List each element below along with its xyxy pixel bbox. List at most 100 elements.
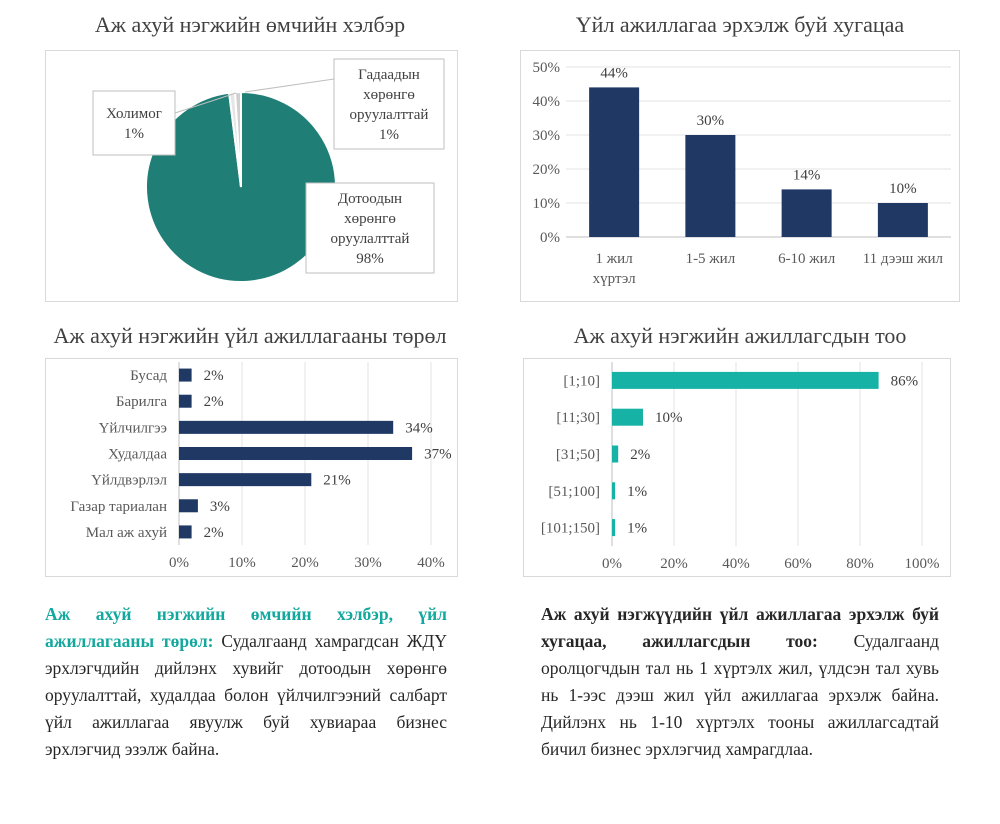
pie-chart-frame: Дотоодын хөрөнгө оруулалттай 98% Гадаадын хөр… [45,50,458,302]
activity-chart-frame: 0% 10% 20% 30% 40% 2% Бусад 2% Барилга 34% Үйлчилг… [45,358,458,577]
pie-label-mixed-line: Холимог [106,106,162,122]
activity-bar [179,447,413,460]
activity-x-tick: 40% [417,555,445,571]
activity-x-tick: 10% [228,555,256,571]
activity-data-label: 34% [405,420,433,436]
employees-data-label: 86% [891,373,919,389]
duration-bar [877,203,928,237]
activity-bar [179,394,192,408]
employees-data-label: 10% [655,410,683,426]
activity-bar-chart: 0% 10% 20% 30% 40% 2% Бусад 2% Барилга 34% Үйлчилг… [70,362,452,571]
pie-chart: Дотоодын хөрөнгө оруулалттай 98% Гадаадын хөр… [92,58,445,283]
employees-chart-frame: 0% 20% 40% 60% 80% 100% 86% [1;10] 10% [11;30] 2% [… [523,358,951,577]
employees-data-label: 1% [627,521,647,537]
employees-bar [612,519,616,537]
activity-data-label: 2% [204,368,224,384]
pie-label-foreign-line: 1% [379,127,399,143]
activity-data-label: 3% [210,499,230,515]
activity-data-label: 2% [204,525,224,541]
pie-label-mixed-line: 1% [124,126,144,142]
activity-bar [179,499,198,513]
duration-bar [685,135,736,237]
activity-category-label: Худалдаа [108,447,167,463]
right-summary-lead: Аж ахуй нэгжүүдийн үйл ажиллагаа эрхэлж … [541,604,939,651]
activity-category-label: Мал аж ахуй [86,525,167,541]
employees-bar [612,408,643,426]
pie-label-domestic-line: Дотоодын [338,191,402,207]
activity-bar [179,368,192,382]
duration-y-tick: 50% [533,60,561,76]
left-summary-lead: Аж ахуй нэгжийн өмчийн хэлбэр, үйл ажилл… [45,604,447,651]
employees-x-tick: 40% [722,556,750,572]
duration-category-label: 1 жил [596,251,634,267]
activity-category-label: Үйлчилгээ [99,420,167,436]
pie-chart-title: Аж ахуй нэгжийн өмчийн хэлбэр [94,12,406,37]
pie-slice-mixed [233,90,242,188]
activity-data-label: 2% [204,394,224,410]
employees-data-label: 2% [630,447,650,463]
employees-x-tick: 0% [602,556,622,572]
left-summary-body: Судалгаанд хамрагдсан ЖДҮ эрхлэгчдийн ди… [45,631,447,759]
employees-bar [612,445,619,463]
duration-y-tick: 0% [540,230,560,246]
activity-data-label: 21% [323,473,351,489]
activity-category-label: Газар тариалан [70,499,167,515]
employees-x-tick: 80% [846,556,874,572]
employees-category-label: [11;30] [556,410,600,426]
activity-x-tick: 0% [169,555,189,571]
duration-data-label: 44% [600,65,628,81]
activity-bar [179,525,192,539]
pie-label-domestic-line: хөрөнгө [344,211,396,227]
employees-chart-title: Аж ахуй нэгжийн ажиллагсдын тоо [573,323,907,348]
activity-category-label: Үйлдвэрлэл [91,473,167,489]
activity-chart-title: Аж ахуй нэгжийн үйл ажиллагааны төрөл [53,323,447,348]
duration-category-label: 6-10 жил [778,251,836,267]
activity-x-tick: 20% [291,555,319,571]
duration-bar [781,189,832,237]
employees-bar-chart: 0% 20% 40% 60% 80% 100% 86% [1;10] 10% [11;30] 2% [… [541,362,940,572]
pie-leader-foreign [244,78,335,93]
pie-label-box-mixed [92,90,176,156]
activity-bar [179,473,312,487]
activity-bar [179,420,394,434]
employees-x-tick: 20% [660,556,688,572]
duration-y-tick: 40% [533,94,561,110]
duration-data-label: 10% [889,181,917,197]
duration-category-label: хүртэл [593,271,636,287]
duration-category-label: 11 дээш жил [863,251,944,267]
right-summary-body: Судалгаанд оролцогчдын тал нь 1 хүртэлх … [541,631,939,759]
duration-data-label: 30% [697,113,725,129]
duration-y-tick: 30% [533,128,561,144]
pie-label-foreign-line: хөрөнгө [363,87,415,103]
duration-chart-frame: 0% 10% 20% 30% 40% 50% 44% 1 жил хүртэл 30% 1-5 жи… [520,50,960,302]
duration-y-tick: 20% [533,162,561,178]
duration-bar [589,87,640,238]
pie-label-box-domestic [305,182,435,274]
employees-x-tick: 100% [905,556,940,572]
activity-category-label: Барилга [116,394,167,410]
pie-label-foreign-line: Гадаадын [358,67,420,83]
employees-category-label: [101;150] [541,521,600,537]
pie-label-foreign-line: оруулалттай [350,107,429,123]
duration-y-tick: 10% [533,196,561,212]
employees-category-label: [31;50] [556,447,600,463]
employees-bar [612,482,616,500]
left-summary-paragraph: Аж ахуй нэгжийн өмчийн хэлбэр, үйл ажилл… [45,601,447,763]
employees-x-tick: 60% [784,556,812,572]
right-summary-paragraph: Аж ахуй нэгжүүдийн үйл ажиллагаа эрхэлж … [541,601,939,763]
pie-leader-mixed [174,92,237,114]
duration-bar-chart: 0% 10% 20% 30% 40% 50% 44% 1 жил хүртэл 30% 1-5 жи… [533,60,951,287]
activity-data-label: 37% [424,447,452,463]
duration-category-label: 1-5 жил [686,251,736,267]
duration-chart-title: Үйл ажиллагаа эрхэлж буй хугацаа [575,12,905,37]
employees-category-label: [51;100] [548,484,600,500]
activity-category-label: Бусад [130,368,167,384]
pie-label-box-foreign [333,58,445,150]
employees-data-label: 1% [627,484,647,500]
pie-label-domestic-line: оруулалттай [331,231,410,247]
activity-x-tick: 30% [354,555,382,571]
pie-label-domestic-line: 98% [356,251,384,267]
employees-category-label: [1;10] [563,373,600,389]
employees-bar [612,371,879,389]
duration-data-label: 14% [793,167,821,183]
